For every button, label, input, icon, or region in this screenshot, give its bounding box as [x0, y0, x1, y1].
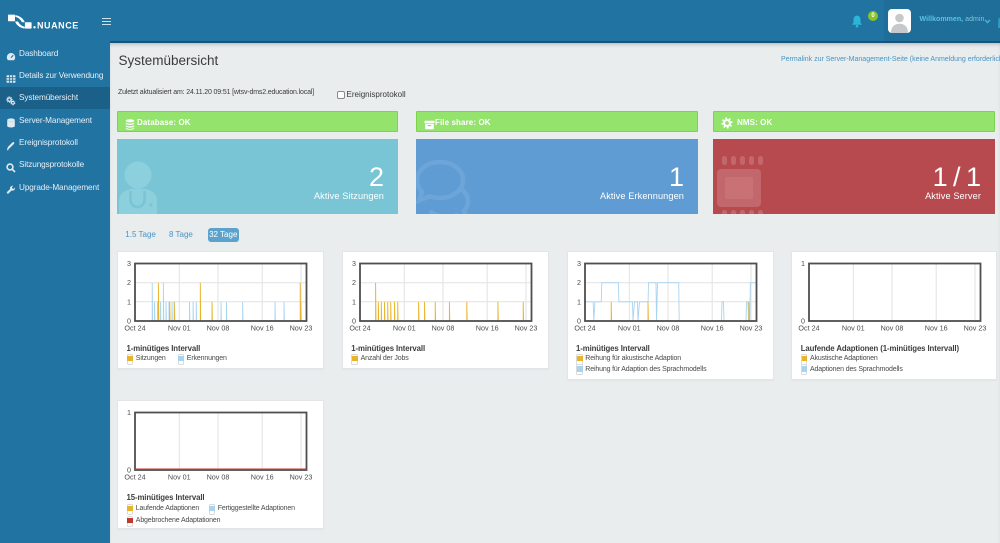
svg-text:0: 0 — [801, 316, 805, 325]
svg-text:Oct 24: Oct 24 — [574, 323, 595, 332]
svg-text:Nov 08: Nov 08 — [881, 323, 904, 332]
svg-text:Nov 01: Nov 01 — [842, 323, 865, 332]
svg-text:Nov 01: Nov 01 — [617, 323, 640, 332]
svg-text:0: 0 — [127, 466, 131, 475]
svg-text:Nov 08: Nov 08 — [207, 473, 230, 482]
svg-text:0: 0 — [127, 316, 131, 325]
svg-text:Nov 23: Nov 23 — [964, 323, 987, 332]
svg-text:3: 3 — [577, 259, 581, 268]
svg-text:3: 3 — [352, 259, 356, 268]
svg-text:Nov 16: Nov 16 — [925, 323, 948, 332]
svg-text:Oct 24: Oct 24 — [799, 323, 820, 332]
svg-text:3: 3 — [127, 259, 131, 268]
svg-text:Nov 16: Nov 16 — [476, 323, 499, 332]
svg-text:1: 1 — [352, 297, 356, 306]
svg-text:0: 0 — [577, 316, 581, 325]
svg-text:0: 0 — [352, 316, 356, 325]
svg-text:Nov 01: Nov 01 — [393, 323, 416, 332]
svg-text:1: 1 — [577, 297, 581, 306]
svg-text:Nov 01: Nov 01 — [168, 323, 191, 332]
svg-text:Oct 24: Oct 24 — [124, 473, 145, 482]
svg-text:1: 1 — [127, 408, 131, 417]
svg-text:2: 2 — [127, 278, 131, 287]
svg-text:2: 2 — [577, 278, 581, 287]
svg-text:NUANCE: NUANCE — [37, 21, 79, 31]
svg-text:Oct 24: Oct 24 — [124, 323, 145, 332]
svg-text:Nov 23: Nov 23 — [514, 323, 537, 332]
svg-text:Oct 24: Oct 24 — [349, 323, 370, 332]
svg-text:Nov 23: Nov 23 — [290, 323, 313, 332]
svg-text:Nov 16: Nov 16 — [700, 323, 723, 332]
svg-text:Nov 01: Nov 01 — [168, 473, 191, 482]
svg-text:1: 1 — [127, 297, 131, 306]
svg-text:Nov 08: Nov 08 — [431, 323, 454, 332]
svg-text:Nov 08: Nov 08 — [207, 323, 230, 332]
svg-text:Nov 08: Nov 08 — [656, 323, 679, 332]
svg-text:Nov 23: Nov 23 — [739, 323, 762, 332]
svg-text:Nov 23: Nov 23 — [290, 473, 313, 482]
svg-text:2: 2 — [352, 278, 356, 287]
svg-text:1: 1 — [801, 259, 805, 268]
svg-text:Nov 16: Nov 16 — [251, 473, 274, 482]
svg-text:Nov 16: Nov 16 — [251, 323, 274, 332]
